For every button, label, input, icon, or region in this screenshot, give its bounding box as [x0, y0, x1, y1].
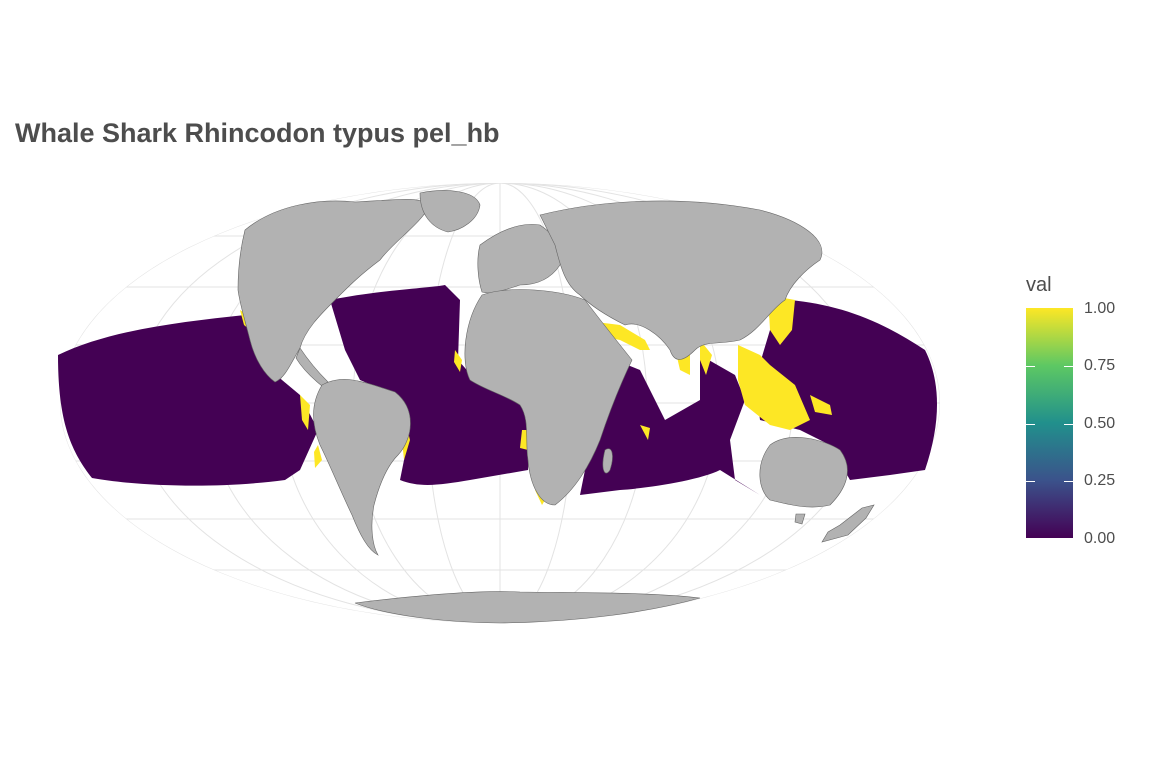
ocean-area [58, 285, 938, 495]
legend-tick-label: 1.00 [1084, 300, 1116, 317]
legend-tick-mark [1026, 366, 1035, 367]
legend-tick-mark [1026, 424, 1035, 425]
legend-tick-mark [1064, 366, 1073, 367]
legend-tick-label: 0.00 [1084, 530, 1116, 547]
legend-tick-mark [1064, 481, 1073, 482]
legend-colorbar [1026, 308, 1073, 538]
land-area [237, 190, 875, 624]
chart-title: Whale Shark Rhincodon typus pel_hb [15, 118, 500, 148]
legend-tick-label: 0.50 [1084, 415, 1116, 432]
legend-tick-label: 0.25 [1084, 472, 1116, 489]
legend-tick-mark [1064, 424, 1073, 425]
legend-tick-mark [1026, 481, 1035, 482]
legend-tick-label: 0.75 [1084, 357, 1116, 374]
legend-title: val [1026, 274, 1052, 296]
